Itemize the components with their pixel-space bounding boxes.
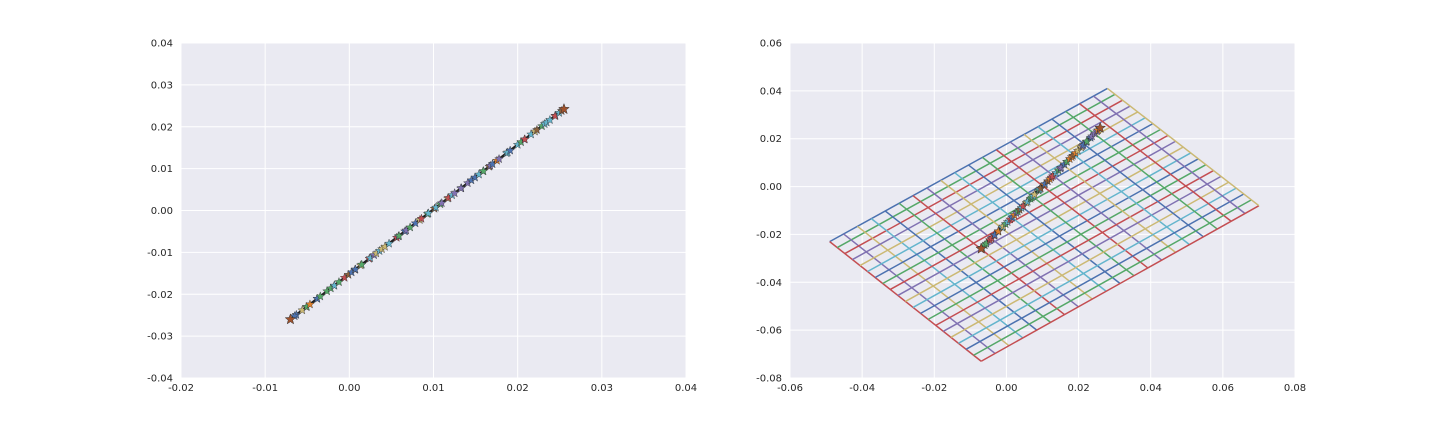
plot-area — [790, 43, 1295, 378]
y-tick-label: 0.02 — [760, 134, 782, 145]
mesh-line — [1051, 118, 1204, 238]
y-tick-label: -0.04 — [756, 278, 782, 289]
x-tick-label: -0.04 — [849, 383, 875, 394]
mesh-line — [1037, 126, 1190, 246]
x-tick-label: 0.06 — [1212, 383, 1234, 394]
scatter-point — [519, 134, 530, 144]
scatter-point — [356, 259, 367, 269]
x-tick-label: -0.06 — [777, 383, 803, 394]
mesh-line — [981, 156, 1135, 277]
mesh-line — [912, 152, 1192, 309]
mesh-line — [1093, 95, 1246, 215]
scatter-points — [975, 121, 1107, 254]
mesh-line — [1009, 141, 1163, 261]
x-tick-label: -0.02 — [921, 383, 947, 394]
y-tick-label: 0.00 — [151, 206, 173, 217]
mesh-line — [995, 149, 1149, 269]
scatter-point — [416, 213, 427, 223]
scatter-point — [456, 183, 466, 193]
x-tick-label: 0.02 — [507, 383, 529, 394]
y-tick-label: -0.02 — [147, 290, 173, 301]
scatter-point — [505, 145, 515, 155]
x-tick-label: -0.01 — [252, 383, 278, 394]
x-tick-label: 0.01 — [422, 383, 444, 394]
scatter-point — [384, 238, 394, 248]
scatter-point — [558, 102, 570, 115]
x-tick-label: 0.00 — [995, 383, 1017, 394]
x-tick-label: 0.03 — [591, 383, 613, 394]
scatter-points — [284, 102, 570, 325]
y-tick-label: -0.03 — [147, 332, 173, 343]
mesh-line — [980, 205, 1260, 362]
scatter-point — [394, 230, 404, 241]
mesh-line — [1065, 110, 1218, 230]
mesh-line — [927, 164, 1207, 321]
mesh-line — [1106, 87, 1260, 207]
scatter-point — [494, 153, 504, 164]
mesh-line — [950, 181, 1229, 338]
x-tick-label: -0.02 — [168, 383, 194, 394]
mesh-line — [920, 158, 1199, 315]
y-tick-label: 0.01 — [151, 164, 173, 175]
y-tick-label: 0.02 — [151, 122, 173, 133]
y-tick-label: -0.06 — [756, 326, 782, 337]
y-tick-label: 0.03 — [151, 80, 173, 91]
right-mesh-chart: -0.06 -0.04 -0.02 0.00 0.02 0.04 0.06 0.08 -0.08… — [756, 39, 1306, 395]
y-tick-label: -0.08 — [756, 374, 782, 385]
y-tick-label: 0.04 — [151, 39, 173, 50]
scatter-point — [423, 208, 434, 218]
x-tick-label: 0.00 — [338, 383, 360, 394]
scatter-point — [315, 291, 326, 301]
y-tick-label: 0.04 — [760, 86, 782, 97]
mesh-line — [829, 241, 982, 362]
y-tick-label: -0.01 — [147, 248, 173, 259]
x-tick-label: 0.02 — [1067, 383, 1089, 394]
mesh-line — [965, 193, 1245, 350]
scatter-point — [449, 188, 460, 198]
mesh-line — [958, 187, 1237, 344]
scatter-point — [284, 313, 297, 325]
mesh-line — [1079, 103, 1232, 222]
y-tick-label: -0.04 — [147, 374, 173, 385]
scatter-point — [1094, 121, 1107, 133]
mesh-line — [935, 169, 1214, 327]
mesh-line — [942, 175, 1222, 332]
y-tick-label: 0.00 — [760, 182, 782, 193]
x-tick-label: 0.04 — [1140, 383, 1162, 394]
x-tick-label: 0.08 — [1284, 383, 1306, 394]
scatter-point — [305, 299, 315, 309]
left-scatter-chart: -0.02 -0.01 0.00 0.01 0.02 0.03 0.04 -0.04 -0.03… — [147, 39, 697, 395]
x-tick-label: 0.04 — [675, 383, 697, 394]
mesh-line — [1023, 133, 1177, 253]
mesh-grid — [829, 87, 1260, 362]
mesh-line — [968, 164, 1121, 285]
scatter-point — [975, 242, 988, 254]
y-tick-label: 0.06 — [760, 39, 782, 50]
y-tick-label: -0.02 — [756, 230, 782, 241]
mesh-line — [973, 199, 1252, 356]
scatter-point — [436, 198, 447, 208]
